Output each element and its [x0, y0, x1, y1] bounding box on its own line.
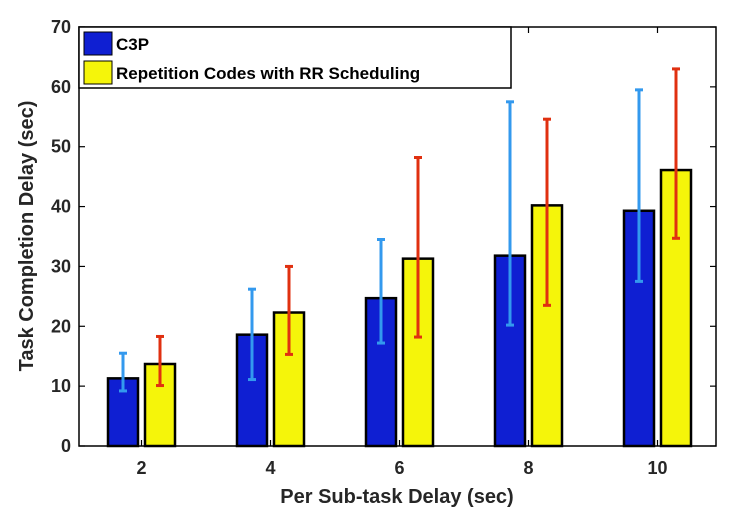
x-tick-label: 10 — [647, 458, 667, 478]
error-bar-c3p-10 — [635, 88, 643, 283]
y-tick-label: 50 — [51, 137, 71, 157]
legend-swatch-c3p — [83, 31, 113, 56]
error-bar-c3p-8 — [506, 100, 514, 327]
legend: C3P Repetition Codes with RR Scheduling — [78, 26, 512, 89]
x-axis-title: Per Sub-task Delay (sec) — [280, 486, 513, 508]
x-tick-label: 6 — [394, 458, 404, 478]
legend-label-repetition: Repetition Codes with RR Scheduling — [116, 64, 420, 83]
y-axis: 0 10 20 30 40 50 60 70 — [51, 17, 716, 456]
y-tick-label: 20 — [51, 316, 71, 336]
x-tick-label: 4 — [265, 458, 275, 478]
error-bar-c3p-4 — [248, 287, 256, 382]
error-bar-c3p-6 — [377, 237, 385, 345]
legend-swatch-repetition — [83, 60, 113, 85]
x-tick-label: 2 — [136, 458, 146, 478]
axes-box — [78, 26, 717, 447]
error-bars-layer — [119, 67, 680, 393]
y-tick-label: 60 — [51, 77, 71, 97]
legend-label-c3p: C3P — [116, 35, 149, 54]
y-tick-label: 30 — [51, 256, 71, 276]
error-bar-repetition-2 — [156, 334, 164, 388]
y-tick-label: 40 — [51, 197, 71, 217]
bar-c3p-4 — [235, 333, 269, 448]
legend-box — [78, 26, 512, 89]
error-bar-repetition-4 — [285, 264, 293, 356]
bar-repetition-8 — [530, 204, 564, 448]
x-tick-label: 8 — [523, 458, 533, 478]
y-tick-label: 0 — [61, 436, 71, 456]
error-bar-repetition-10 — [672, 67, 680, 240]
error-bar-repetition-8 — [543, 117, 551, 307]
error-bar-c3p-2 — [119, 351, 127, 393]
y-tick-label: 70 — [51, 17, 71, 37]
error-bar-repetition-6 — [414, 155, 422, 339]
plot-area — [78, 26, 717, 447]
y-axis-title: Task Completion Delay (sec) — [16, 101, 38, 372]
y-tick-label: 10 — [51, 376, 71, 396]
x-axis: 2 4 6 8 10 — [136, 27, 668, 478]
